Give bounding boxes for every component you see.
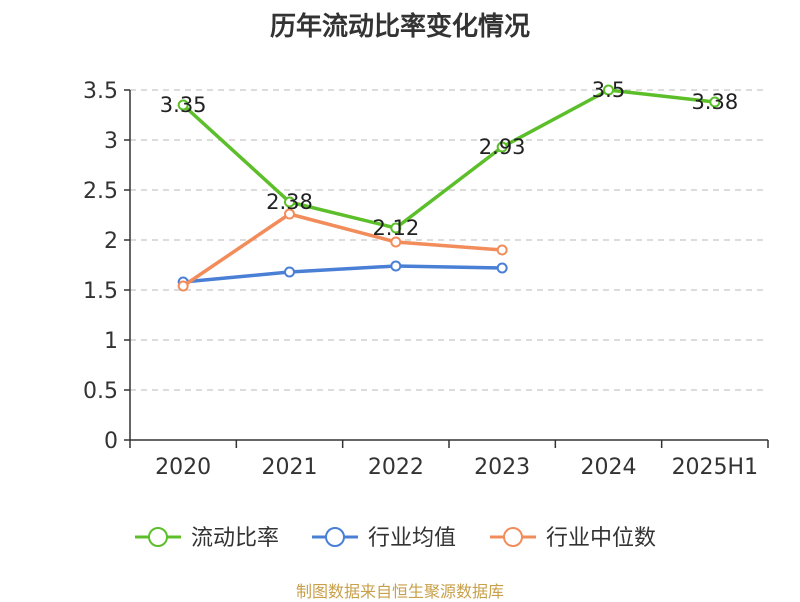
- x-tick-label: 2025H1: [672, 455, 759, 480]
- legend-item-1[interactable]: 行业均值: [312, 526, 456, 551]
- y-tick-label: 1: [104, 329, 118, 354]
- data-label: 3.38: [691, 90, 738, 114]
- y-tick-label: 3: [104, 129, 118, 154]
- series-line-1: [183, 264, 503, 284]
- data-label: 2.38: [266, 190, 313, 214]
- data-label: 2.12: [372, 216, 419, 240]
- legend-marker: [503, 527, 523, 547]
- chart-title: 历年流动比率变化情况: [269, 12, 530, 42]
- legend-label: 流动比率: [191, 526, 279, 551]
- data-point: [603, 84, 614, 96]
- legend-item-2[interactable]: 行业中位数: [490, 526, 656, 551]
- y-tick-label: 2: [104, 229, 118, 254]
- data-point: [177, 280, 189, 292]
- data-point: [284, 266, 295, 278]
- y-tick-label: 3.5: [83, 79, 118, 104]
- data-point: [284, 196, 295, 208]
- data-point: [390, 222, 402, 234]
- axes: 0 0.5 1 1.5 2 2.5 3 3.5 2020 2021 2022 2023 2024 2025…: [83, 79, 769, 480]
- data-point: [284, 208, 295, 220]
- data-label: 3.35: [160, 93, 207, 117]
- y-tick-label: 2.5: [83, 179, 118, 204]
- legend-label: 行业中位数: [546, 526, 656, 551]
- legend-item-0[interactable]: 流动比率: [135, 526, 279, 551]
- legend-marker: [148, 527, 168, 547]
- series: [177, 84, 721, 292]
- legend-label: 行业均值: [368, 526, 456, 551]
- data-label: 2.93: [479, 135, 526, 159]
- data-point: [496, 141, 508, 153]
- data-point: [496, 262, 508, 274]
- y-tick-label: 1.5: [83, 279, 118, 304]
- data-point: [496, 244, 508, 256]
- data-labels: 3.35 2.38 2.12 2.93 3.5 3.38: [160, 78, 738, 240]
- x-tick-label: 2024: [581, 455, 637, 480]
- data-point: [709, 96, 721, 108]
- x-tick-label: 2022: [368, 455, 424, 480]
- y-tick-label: 0.5: [83, 379, 118, 404]
- source-note: 制图数据来自恒生聚源数据库: [295, 582, 504, 601]
- data-point: [177, 99, 189, 111]
- legend-marker: [325, 527, 345, 547]
- series-line-0: [181, 88, 716, 230]
- y-tick-label: 0: [104, 429, 118, 454]
- x-tick-label: 2021: [262, 455, 318, 480]
- series-line-2: [182, 212, 503, 288]
- legend[interactable]: 流动比率 行业均值 行业中位数: [135, 526, 656, 551]
- data-point: [390, 236, 402, 248]
- x-tick-label: 2023: [474, 455, 530, 480]
- data-label: 3.5: [592, 78, 625, 102]
- grid-lines: [130, 89, 768, 391]
- x-tick-label: 2020: [155, 455, 211, 480]
- data-point: [390, 260, 402, 272]
